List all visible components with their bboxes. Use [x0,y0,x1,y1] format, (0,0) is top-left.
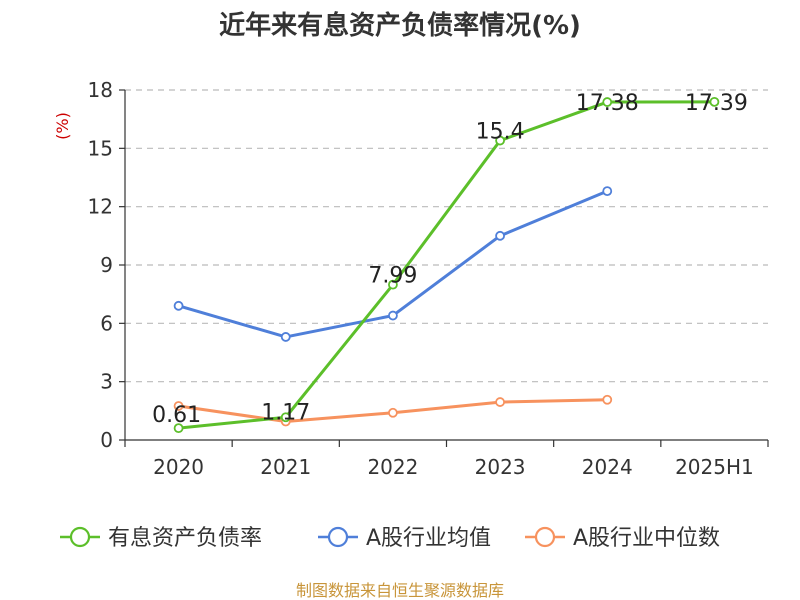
legend: 有息资产负债率 A股行业均值 A股行业中位数 [60,526,720,551]
data-labels: 0.61 1.17 7.99 15.4 17.38 17.39 [152,91,748,428]
y-tick-label: 15 [88,136,113,160]
series-point-1 [602,186,613,197]
series-line-0 [178,100,715,430]
x-tick-label: 2025H1 [675,455,754,479]
legend-swatch-marker [69,526,91,548]
y-tick-label: 0 [100,428,113,452]
x-tick-label: 2022 [367,455,418,479]
data-label: 15.4 [476,120,525,145]
series-point-0 [388,279,398,290]
chart-title: 近年来有息资产负债率情况(%) [219,10,581,41]
series-point-0 [280,412,291,423]
y-tick-label: 9 [100,253,113,277]
data-label: 17.39 [685,91,748,116]
y-tick-label: 18 [88,78,113,102]
x-tick-label: 2023 [475,455,526,479]
legend-label: A股行业中位数 [573,526,720,551]
legend-label: A股行业均值 [366,526,491,551]
series-point-2 [602,394,613,405]
data-label: 0.61 [152,403,201,428]
y-tick-label: 12 [88,195,113,219]
series-point-2 [173,401,184,411]
grid [125,89,768,383]
y-tick-label: 6 [100,311,113,335]
data-label: 17.38 [576,91,639,116]
y-axis-label: (%) [53,112,72,140]
x-tick-label: 2021 [260,455,311,479]
series-point-1 [280,332,291,342]
legend-swatch-marker [327,526,349,548]
legend-label: 有息资产负债率 [108,526,262,551]
series-point-2 [495,397,505,407]
series-point-2 [388,407,398,418]
series-point-0 [173,423,184,434]
data-label: 7.99 [368,264,417,289]
y-tick-label: 3 [100,370,113,394]
source-note: 制图数据来自恒生聚源数据库 [296,581,504,600]
series-layer [173,96,720,434]
legend-swatch-marker [534,526,556,548]
series-point-1 [495,230,505,241]
data-label: 1.17 [261,400,310,425]
x-tick-label: 2020 [153,455,204,479]
series-point-0 [602,97,613,107]
series-point-0 [709,96,720,107]
series-point-1 [388,310,398,321]
axes: 0 3 6 9 12 15 18 2020 2021 2022 2023 2024 2025H1 [88,78,769,479]
x-tick-label: 2024 [582,455,633,479]
series-point-0 [495,135,505,146]
series-point-1 [173,300,184,311]
